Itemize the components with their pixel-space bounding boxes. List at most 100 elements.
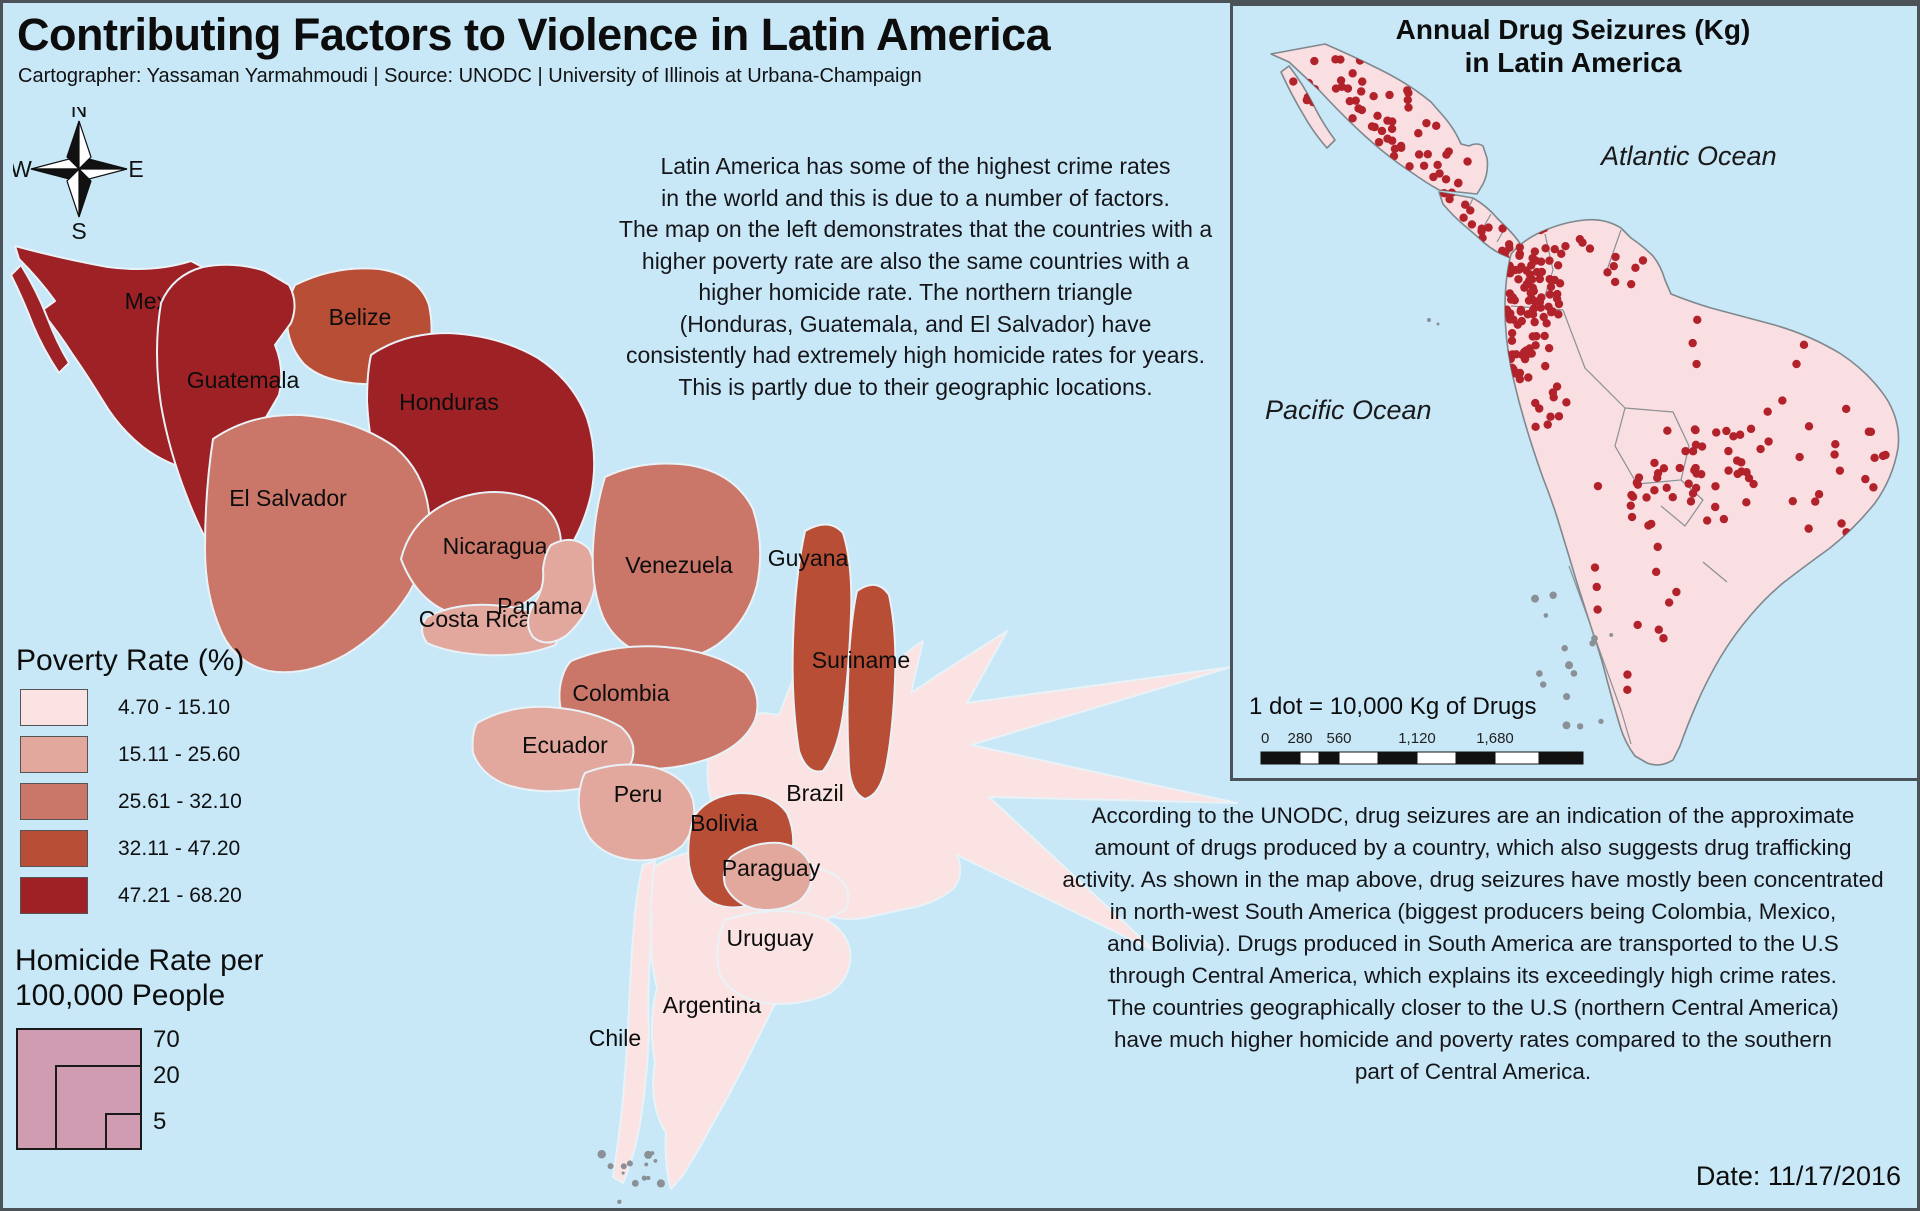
seizure-dot — [1650, 458, 1659, 468]
seizure-dot — [1672, 587, 1681, 597]
fjord-speck — [1591, 635, 1598, 642]
atlantic-ocean-label: Atlantic Ocean — [1601, 141, 1777, 171]
seizure-dot — [1435, 169, 1444, 178]
seizure-dot — [1336, 76, 1346, 85]
seizure-dot — [1522, 279, 1532, 289]
country-label-honduras: Honduras — [399, 389, 499, 415]
drug-seizures-dot-map: 0 280 560 1,120 1,680 — [1260, 43, 1900, 766]
seizure-dot — [1528, 253, 1537, 263]
seizure-dot — [1842, 528, 1851, 537]
seizure-dot — [1611, 252, 1620, 262]
seizure-dot — [1467, 220, 1477, 229]
compass-south-label: S — [71, 218, 86, 242]
seizure-dot — [1626, 279, 1636, 289]
seizure-dot — [1524, 373, 1533, 382]
seizure-dot — [1530, 317, 1539, 327]
seizure-dot — [1387, 124, 1397, 134]
inset-country-border — [1606, 229, 1622, 271]
compass-north-label: N — [71, 107, 88, 122]
seizure-dot — [1498, 224, 1507, 233]
drug-paragraph-line: According to the UNODC, drug seizures ar… — [1091, 803, 1855, 828]
seizure-dot — [1546, 282, 1556, 292]
scale-bar-segment — [1377, 751, 1418, 765]
drug-paragraph-line: in north-west South America (biggest pro… — [1109, 899, 1837, 924]
seizure-dot — [1553, 261, 1563, 270]
seizure-dot — [1454, 178, 1463, 187]
seizure-dot — [1404, 88, 1413, 98]
seizure-dot — [1686, 497, 1696, 506]
fjord-speck — [1609, 633, 1614, 637]
scale-tick-label: 0 — [1261, 730, 1269, 747]
seizure-dot — [1422, 118, 1431, 128]
seizure-dot — [1735, 430, 1745, 439]
scale-bar-segment — [1338, 751, 1379, 765]
seizure-dot — [1358, 77, 1367, 86]
fjord-speck — [1589, 640, 1596, 647]
seizure-dot — [1653, 542, 1662, 552]
poverty-class-swatch — [20, 830, 88, 867]
poverty-class-row: 32.11 - 47.20 — [16, 825, 244, 872]
poverty-class-swatch — [20, 783, 88, 820]
country-label-bolivia: Bolivia — [690, 810, 758, 836]
seizure-dot — [1535, 274, 1545, 284]
homicide-legend-title-line1: Homicide Rate per — [15, 944, 264, 977]
seizure-dot — [1445, 194, 1454, 204]
drug-paragraph-line: through Central America, which explains … — [1109, 963, 1837, 988]
poverty-rate-legend: Poverty Rate (%) 4.70 - 15.10 15.11 - 25.… — [16, 643, 244, 919]
seizure-dot — [1746, 424, 1756, 434]
seizure-dot — [1517, 262, 1526, 271]
seizure-dot — [1555, 279, 1565, 288]
seizure-dot — [1546, 412, 1555, 421]
seizure-dot — [1830, 450, 1839, 459]
seizure-dot — [1610, 277, 1620, 287]
seizure-dot — [1804, 422, 1814, 431]
seizure-dot — [1799, 340, 1809, 350]
fjord-speck — [650, 1151, 655, 1156]
seizure-dot — [1870, 453, 1879, 463]
seizure-dot — [1684, 479, 1693, 488]
seizure-dot — [1557, 249, 1566, 259]
fjord-speck — [656, 1179, 665, 1188]
drug-paragraph-line: amount of drugs produced by a country, w… — [1094, 835, 1852, 860]
seizure-dot — [1719, 514, 1729, 524]
seizure-dot — [1466, 206, 1475, 215]
seizure-dot — [1304, 78, 1313, 88]
homicide-rate-legend: Homicide Rate per 100,000 People 70 20 5 — [15, 943, 263, 1166]
country-label-suriname: Suriname — [812, 647, 910, 673]
seizure-dot — [1441, 213, 1451, 223]
fjord-speck — [631, 1179, 639, 1187]
seizure-dot — [1837, 519, 1846, 528]
seizure-dot — [1654, 625, 1664, 634]
seizure-dot — [1585, 244, 1595, 253]
seizure-dot — [1552, 382, 1562, 391]
seizure-dot — [1501, 247, 1510, 256]
seizure-dot — [1872, 307, 1881, 316]
country-label-belize: Belize — [329, 304, 392, 330]
country-label-costa_rica: Costa Rica — [419, 606, 532, 632]
seizure-dot — [1396, 141, 1406, 151]
fjord-speck — [617, 1199, 622, 1205]
seizure-dot — [1817, 304, 1827, 313]
scale-bar-segment — [1260, 751, 1301, 765]
fjord-speck — [620, 1163, 627, 1170]
seizure-dot — [1861, 474, 1870, 484]
drug-paragraph-line: have much higher homicide and poverty ra… — [1114, 1027, 1832, 1052]
seizure-dot — [1693, 315, 1702, 325]
seizure-dot — [1663, 426, 1672, 435]
seizure-dot — [1869, 483, 1878, 492]
scale-bar-segment — [1538, 751, 1584, 765]
seizure-dot — [1447, 188, 1457, 197]
seizure-dot — [1756, 444, 1765, 454]
seizure-dot — [1668, 492, 1677, 502]
compass-east-label: E — [128, 156, 143, 182]
seizure-dot — [1633, 620, 1642, 630]
poverty-class-label: 25.61 - 32.10 — [118, 789, 242, 813]
seizure-dot — [1642, 493, 1651, 502]
seizure-dot — [1505, 261, 1514, 271]
seizure-dot — [1531, 422, 1540, 432]
seizure-dot — [1441, 175, 1451, 184]
seizure-dot — [1459, 213, 1468, 222]
seizure-dot — [1510, 296, 1519, 305]
seizure-dot — [1513, 410, 1523, 420]
poverty-class-swatch — [20, 877, 88, 914]
